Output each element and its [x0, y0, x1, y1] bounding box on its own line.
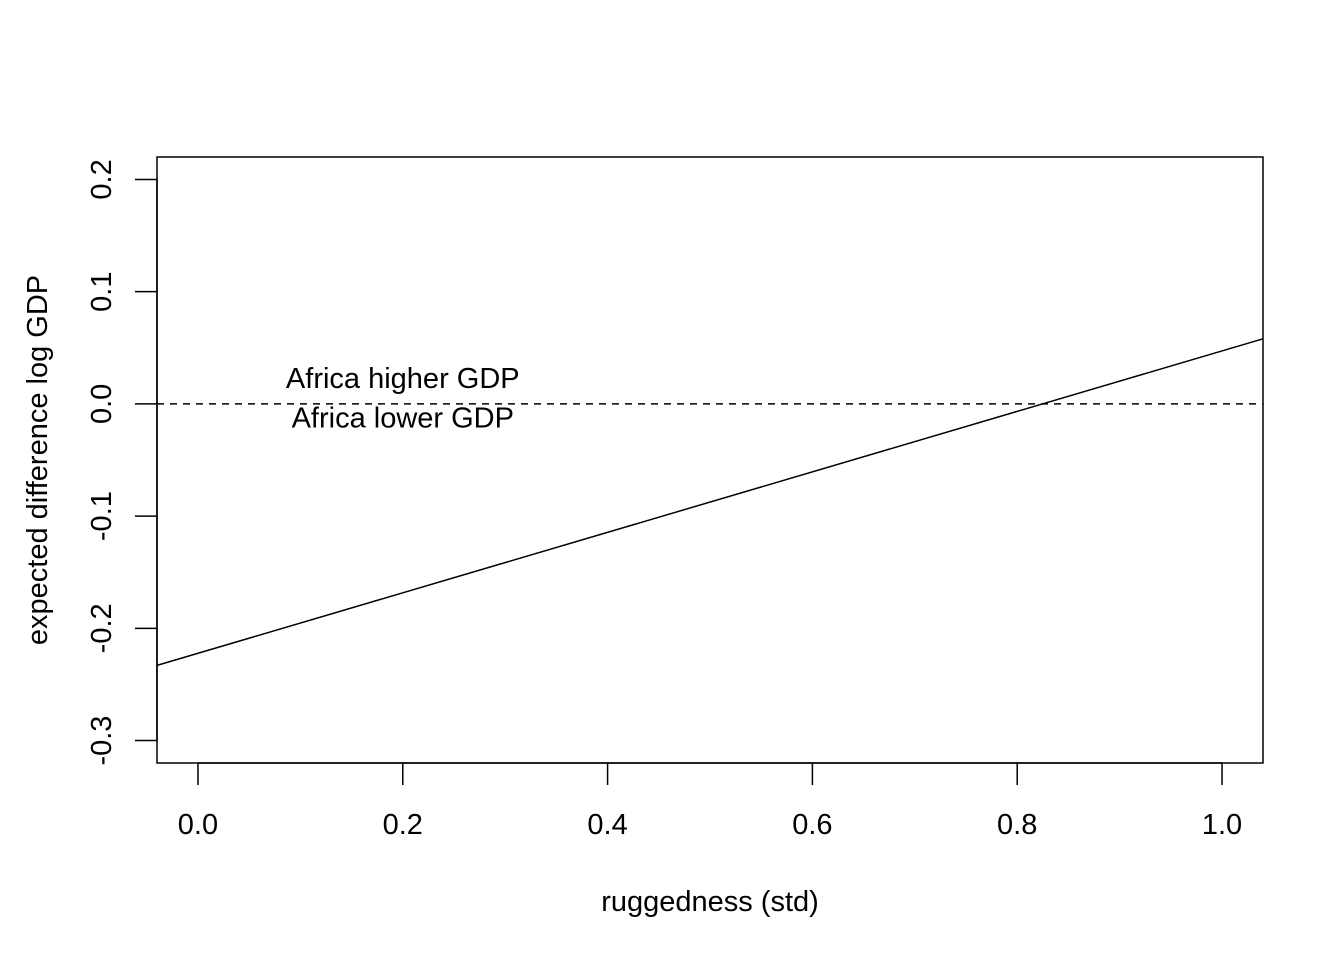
- y-tick-label: -0.3: [86, 716, 118, 766]
- x-tick-label: 0.4: [587, 809, 627, 841]
- y-tick-label: 0.0: [86, 384, 118, 424]
- y-tick-label: -0.2: [86, 603, 118, 653]
- x-tick-label: 0.8: [997, 809, 1037, 841]
- y-tick-label: -0.1: [86, 491, 118, 541]
- x-tick-label: 1.0: [1202, 809, 1242, 841]
- x-tick-label: 0.6: [792, 809, 832, 841]
- x-axis-title: ruggedness (std): [601, 886, 819, 918]
- x-axis: 0.0 0.2 0.4 0.6 0.8 1.0: [178, 762, 1242, 841]
- x-tick-label: 0.2: [383, 809, 423, 841]
- plot-frame: [156, 156, 1264, 764]
- y-tick-label: 0.1: [86, 272, 118, 312]
- annotation-africa-higher: Africa higher GDP: [286, 363, 520, 395]
- chart-marks: Africa higher GDP Africa lower GDP: [156, 338, 1264, 667]
- series-line: [156, 338, 1264, 667]
- y-axis-title: expected difference log GDP: [22, 275, 54, 645]
- y-axis: -0.3 -0.2 -0.1 0.0 0.1 0.2: [86, 159, 158, 766]
- annotation-africa-lower: Africa lower GDP: [292, 402, 514, 434]
- y-tick-label: 0.2: [86, 159, 118, 199]
- x-tick-label: 0.0: [178, 809, 218, 841]
